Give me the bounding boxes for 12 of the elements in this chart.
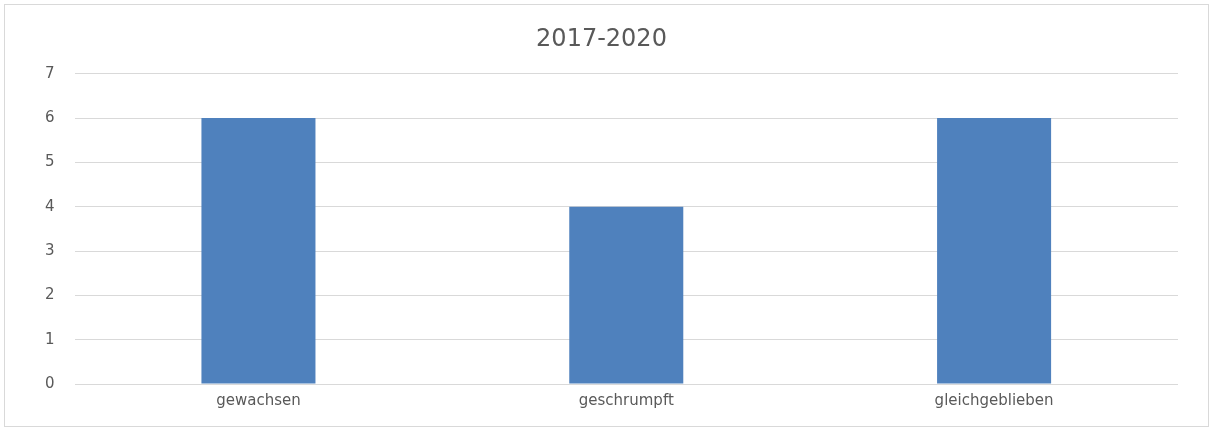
y-tick-label: 7 [45, 63, 55, 82]
x-tick-label: gleichgeblieben [934, 390, 1054, 409]
y-tick-label: 2 [45, 285, 55, 304]
x-tick-label: geschrumpft [578, 390, 674, 409]
y-tick-label: 5 [45, 152, 55, 171]
x-tick-label: gewachsen [216, 390, 301, 409]
y-tick-label: 4 [45, 196, 55, 215]
chart-title: 2017-2020 [536, 23, 667, 52]
y-tick-label: 6 [45, 108, 55, 126]
y-tick-label: 0 [45, 373, 55, 392]
y-tick-label: 1 [45, 329, 55, 348]
y-tick-label: 3 [45, 240, 55, 259]
